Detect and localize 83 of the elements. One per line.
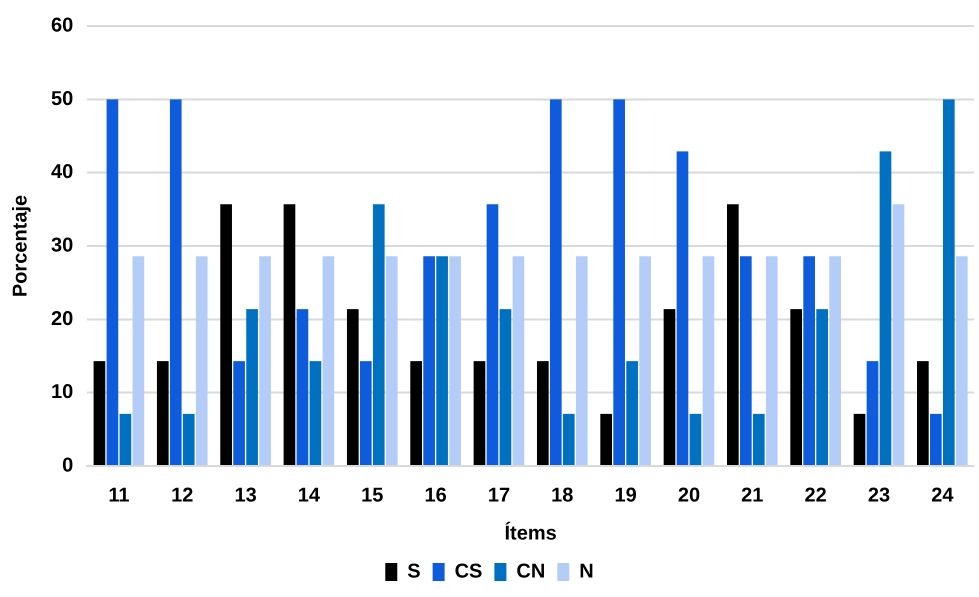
bar	[259, 256, 271, 465]
bar	[562, 414, 575, 465]
bar	[449, 256, 461, 465]
legend-label: CS	[454, 560, 482, 583]
x-tick-label: 20	[678, 484, 700, 507]
bar	[626, 361, 638, 465]
bar	[512, 256, 524, 465]
x-tick-label: 11	[108, 484, 130, 507]
x-tick-label: 15	[361, 484, 384, 507]
bar	[600, 414, 612, 465]
legend-label: CN	[516, 560, 546, 583]
bar	[423, 256, 435, 465]
bar	[106, 99, 118, 465]
y-axis-title: Porcentaje	[10, 194, 32, 298]
x-axis-title: Ítems	[504, 522, 557, 545]
bar	[639, 256, 651, 465]
x-tick-label: 24	[931, 484, 954, 507]
bar	[296, 309, 308, 465]
bar	[726, 204, 739, 465]
bar	[550, 99, 562, 465]
bar	[310, 361, 322, 465]
bar	[132, 256, 144, 465]
x-tick-label: 23	[868, 484, 890, 507]
bar	[690, 414, 702, 465]
bar	[702, 256, 714, 465]
y-tick-label: 50	[50, 88, 74, 110]
bar	[740, 256, 752, 465]
bar	[486, 204, 498, 465]
bar	[854, 414, 866, 465]
x-tick-label: 22	[804, 484, 827, 507]
y-tick-label: 10	[50, 381, 74, 404]
bar	[930, 414, 942, 465]
y-tick-label: 20	[50, 308, 74, 330]
bar	[676, 151, 688, 465]
bar	[880, 151, 892, 465]
bar	[372, 204, 385, 465]
bar	[322, 256, 334, 465]
bar	[803, 256, 815, 465]
x-tick-label: 14	[298, 484, 321, 507]
bar	[94, 361, 106, 465]
bar	[360, 361, 372, 465]
y-tick-label: 60	[50, 14, 74, 37]
x-tick-label: 18	[551, 484, 574, 507]
bar	[829, 256, 841, 465]
bar	[866, 361, 878, 465]
bar	[892, 204, 904, 465]
legend-label: S	[407, 560, 421, 583]
bar	[956, 256, 968, 465]
bar	[613, 99, 625, 465]
legend-label: N	[579, 560, 594, 583]
bar	[766, 256, 778, 465]
bar	[474, 361, 486, 465]
bar	[410, 361, 422, 465]
bar	[182, 414, 195, 465]
x-tick-label: 12	[171, 484, 194, 507]
bar	[386, 256, 398, 465]
bar	[284, 204, 296, 465]
bar	[816, 309, 828, 465]
bar	[500, 309, 512, 465]
y-tick-label: 40	[50, 161, 74, 184]
bar	[664, 309, 676, 465]
bar	[156, 361, 169, 465]
bar	[196, 256, 208, 465]
x-tick-label: 13	[234, 484, 257, 507]
bar	[436, 256, 448, 465]
bar	[170, 99, 182, 465]
x-tick-label: 17	[488, 484, 510, 507]
bar	[752, 414, 765, 465]
y-tick-label: 0	[62, 454, 74, 477]
bar	[536, 361, 549, 465]
x-tick-label: 19	[614, 484, 637, 507]
bar	[942, 99, 955, 465]
y-tick-label: 30	[50, 234, 74, 257]
bar	[790, 309, 802, 465]
x-tick-label: 16	[424, 484, 447, 507]
bar	[220, 204, 232, 465]
bar	[576, 256, 588, 465]
x-tick-label: 21	[741, 484, 764, 507]
bar	[246, 309, 258, 465]
bar	[233, 361, 245, 465]
bar	[346, 309, 359, 465]
bar	[120, 414, 132, 465]
bar	[917, 361, 929, 465]
